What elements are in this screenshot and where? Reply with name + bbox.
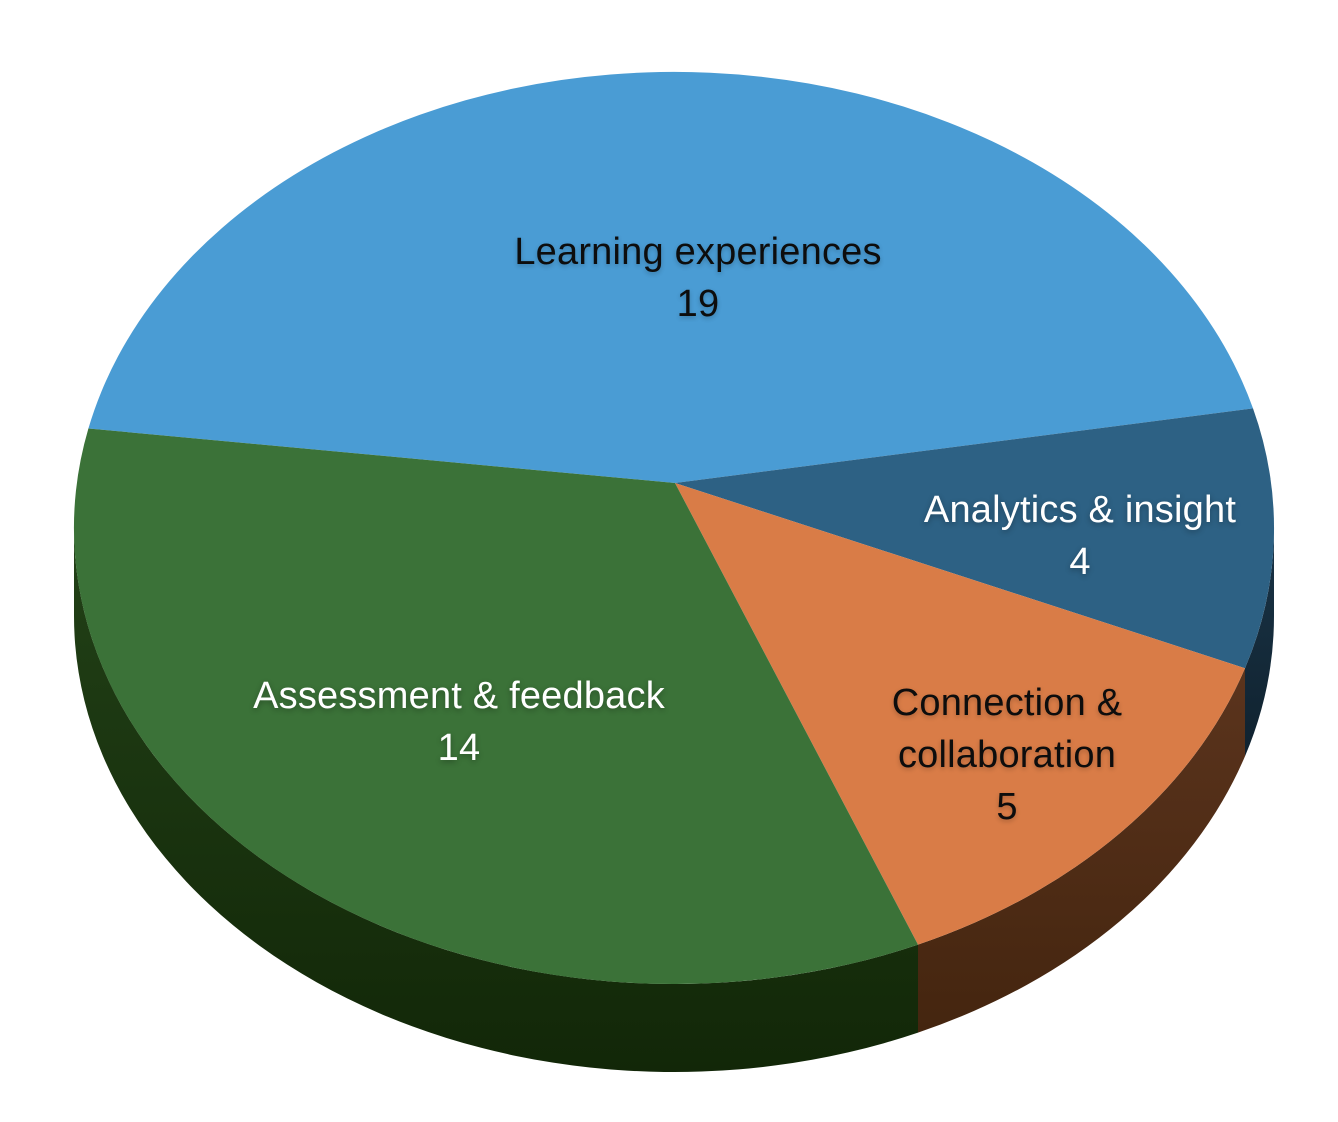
slice-label-assessment-feedback: Assessment & feedback 14 [253,670,665,774]
slice-value: 5 [996,786,1018,828]
pie-slice-3 [73,428,919,985]
slice-value: 19 [676,283,720,325]
slice-label-text: collaboration [897,734,1117,776]
pie-slice-side [918,668,1245,1033]
slice-label-text: Learning experiences [514,231,882,273]
slice-value: 14 [437,727,481,769]
slice-label-analytics-insight: Analytics & insight 4 [924,484,1236,588]
slice-label-learning-experiences: Learning experiences 19 [514,226,881,330]
pie-slice-1 [675,408,1275,669]
slice-label-text: Analytics & insight [923,489,1237,531]
slice-label-text: Connection & [891,682,1123,724]
slice-value: 4 [1069,541,1091,583]
slice-label-connection-collaboration: Connection & collaboration 5 [892,677,1123,833]
pie-slice-side [1245,528,1274,757]
pie-slice-2 [675,483,1245,945]
pie-slice-side [74,528,918,1073]
pie-slice-0 [88,71,1253,483]
slice-label-text: Assessment & feedback [253,675,665,717]
